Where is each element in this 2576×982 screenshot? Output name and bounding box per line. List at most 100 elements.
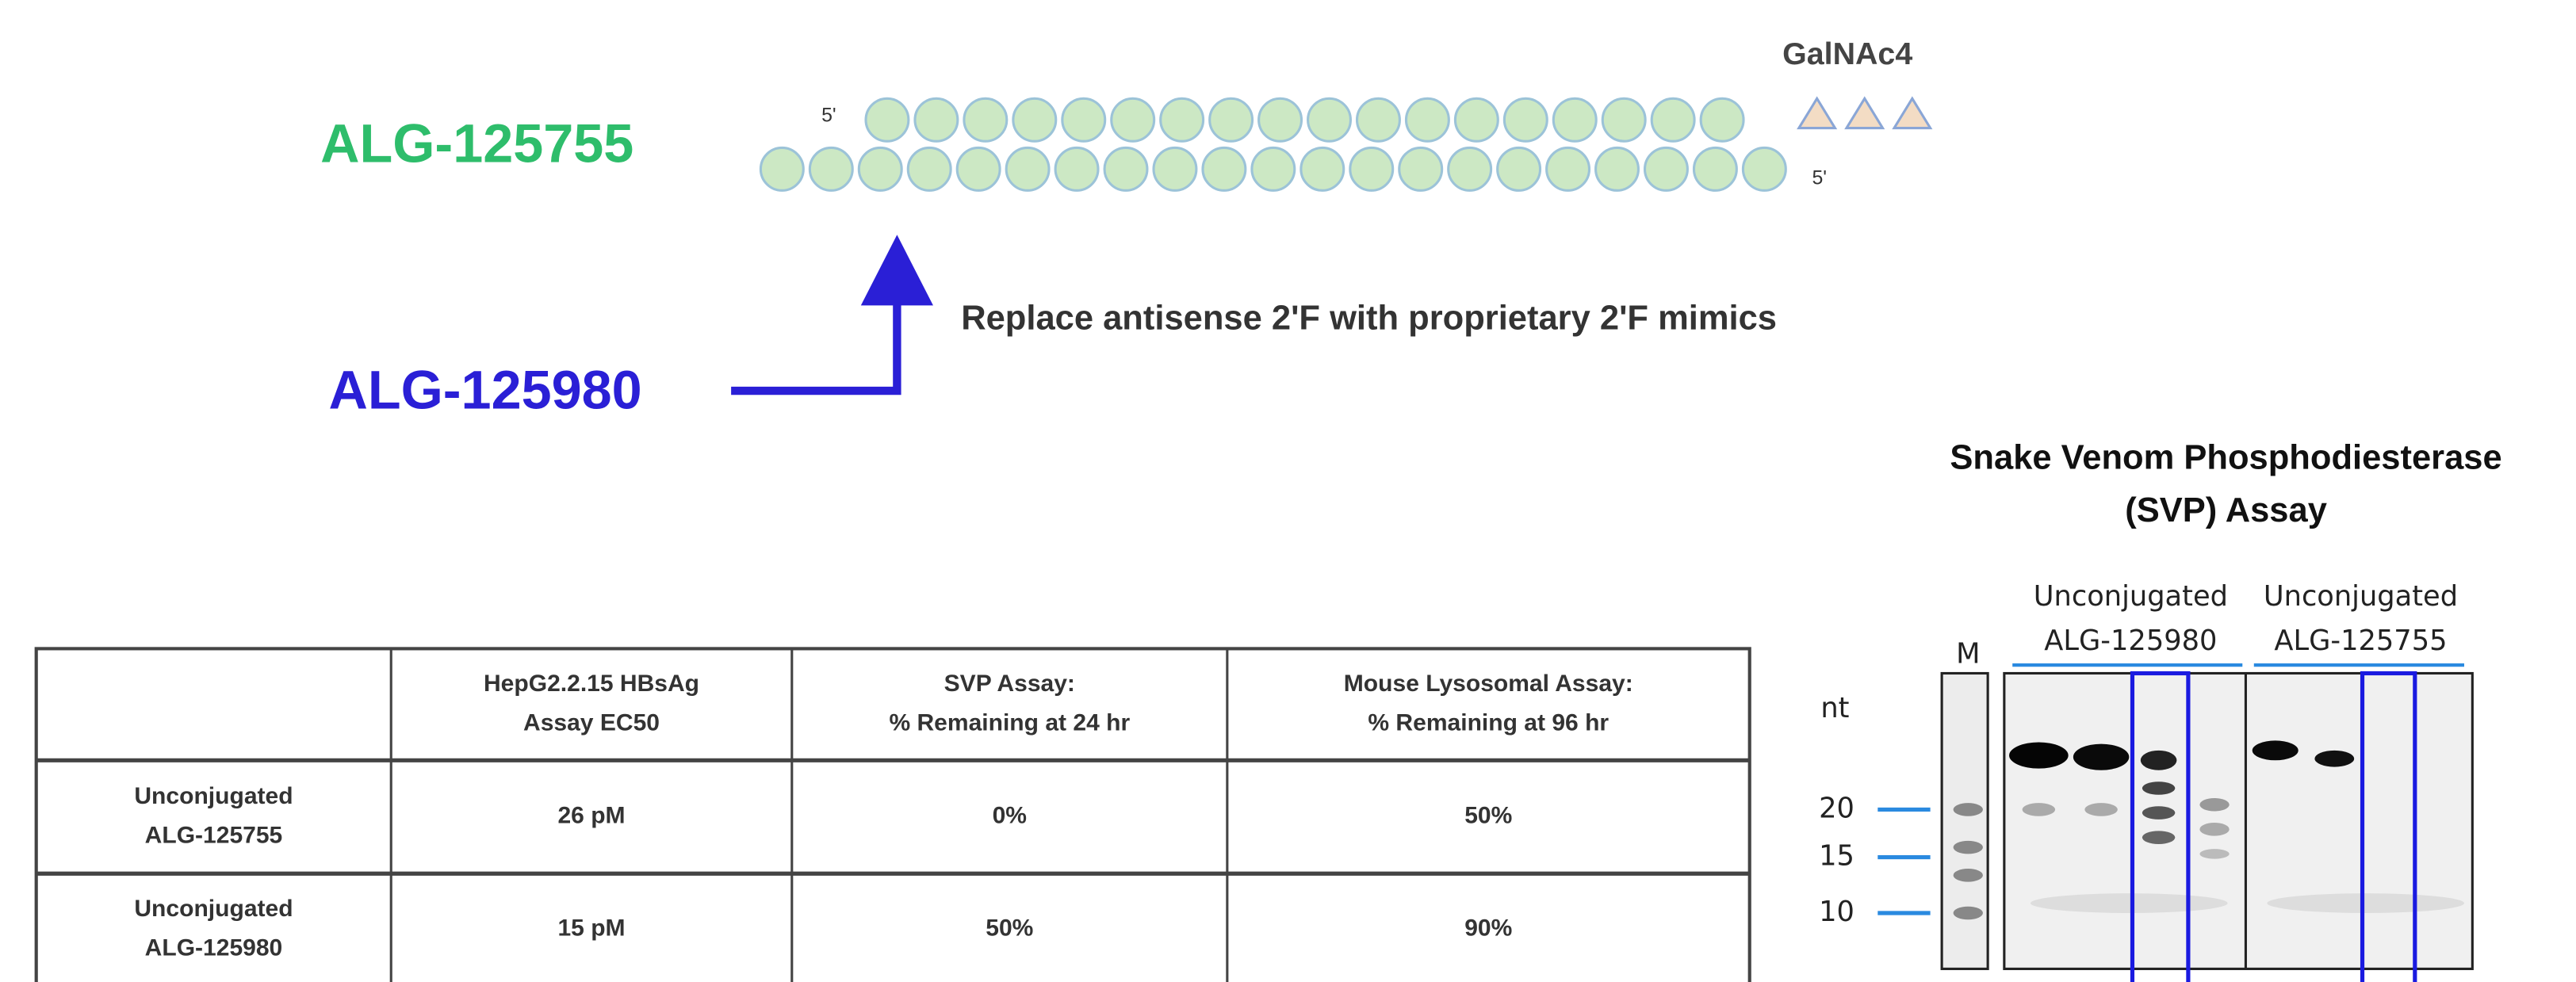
row-label: Unconjugated [134, 783, 293, 809]
table-cell: 15 pM [557, 915, 625, 942]
gel-band [2314, 751, 2354, 767]
nucleotide [859, 147, 901, 190]
nucleotide [1161, 98, 1204, 141]
size-marker-label: 20 [1819, 792, 1854, 824]
nucleotide [1602, 98, 1645, 141]
nucleotide [1596, 147, 1639, 190]
triangle [1894, 98, 1931, 128]
row-label: ALG-125980 [145, 934, 283, 961]
triangle [1799, 98, 1835, 128]
nucleotide [1743, 147, 1786, 190]
nucleotide [1701, 98, 1743, 141]
nucleotide [1455, 98, 1498, 141]
gel-band [2253, 740, 2298, 760]
nucleotide [1399, 147, 1442, 190]
nucleotide [908, 147, 951, 190]
oligo-duplex [760, 98, 1786, 190]
nucleotide [1055, 147, 1098, 190]
marker-band [1954, 907, 1983, 920]
nucleotide [1210, 98, 1253, 141]
ligand-label: GalNAc4 [1782, 36, 1912, 71]
nucleotide [1553, 98, 1596, 141]
arrow [731, 235, 933, 391]
data-table: HepG2.2.15 HBsAg Assay EC50 SVP Assay: % Re… [36, 648, 1750, 982]
gel-group-label: Unconjugated [2264, 580, 2458, 613]
gel-band [2142, 781, 2175, 795]
galnac-triangles [1799, 98, 1931, 128]
nucleotide [1547, 147, 1590, 190]
nucleotide [1652, 98, 1694, 141]
nucleotide [866, 98, 909, 141]
header-cell: % Remaining at 96 hr [1368, 710, 1609, 736]
nucleotide [1259, 98, 1302, 141]
nucleotide [1252, 147, 1295, 190]
triangle [1847, 98, 1883, 128]
nucleotide [1357, 98, 1400, 141]
gel-band [2084, 803, 2117, 816]
table-cell: 26 pM [557, 803, 625, 829]
compound-a-label: ALG-125755 [320, 114, 633, 174]
nucleotide [1006, 147, 1049, 190]
gel-title: (SVP) Assay [2125, 491, 2327, 529]
nucleotide [1694, 147, 1736, 190]
nucleotide [1406, 98, 1449, 141]
marker-lane-label: M [1956, 638, 1980, 671]
nucleotide [1154, 147, 1196, 190]
gel-band [2073, 744, 2129, 770]
nucleotide [1062, 98, 1105, 141]
nucleotide [810, 147, 852, 190]
gel-band [2031, 893, 2228, 913]
gel-band [2141, 751, 2177, 770]
gel-band [2267, 893, 2464, 913]
gel-band [2142, 806, 2175, 820]
nucleotide [760, 147, 803, 190]
header-cell: % Remaining at 24 hr [889, 710, 1130, 736]
row-label: Unconjugated [134, 896, 293, 922]
marker-lane [1942, 673, 1988, 969]
nucleotide [1308, 98, 1351, 141]
table-cell: 90% [1464, 915, 1512, 942]
nucleotide [1104, 147, 1147, 190]
nucleotide [1350, 147, 1393, 190]
nucleotide [1449, 147, 1491, 190]
nucleotide [915, 98, 958, 141]
gel-band [2199, 823, 2229, 836]
table-cell: 0% [993, 803, 1027, 829]
marker-band [1954, 803, 1983, 816]
unit-label: nt [1820, 692, 1849, 724]
five-prime-top: 5' [821, 105, 836, 127]
gel-band [2199, 849, 2229, 858]
compound-b-label: ALG-125980 [329, 360, 642, 420]
arrow-head [861, 235, 933, 305]
table-cell: 50% [986, 915, 1033, 942]
gel-group-label: ALG-125755 [2274, 625, 2447, 657]
header-cell: HepG2.2.15 HBsAg [484, 671, 699, 697]
figure: ALG-125755 5' 5' GalNAc4 Replace antisen… [0, 0, 2576, 982]
gel-group-label: Unconjugated [2034, 580, 2228, 613]
header-cell: Mouse Lysosomal Assay: [1344, 671, 1633, 697]
arrow-shaft [731, 296, 897, 391]
gel-group-label: ALG-125980 [2044, 625, 2217, 657]
row-label: ALG-125755 [145, 823, 283, 849]
gel-body [2004, 673, 2472, 969]
gel-title: Snake Venom Phosphodiesterase [1950, 439, 2501, 477]
gel-band [2142, 831, 2175, 844]
table-cell: 50% [1464, 803, 1512, 829]
header-cell: SVP Assay: [944, 671, 1075, 697]
nucleotide [1301, 147, 1344, 190]
size-marker-label: 10 [1819, 896, 1854, 928]
marker-band [1954, 841, 1983, 854]
marker-band [1954, 869, 1983, 882]
nucleotide [1645, 147, 1688, 190]
five-prime-bottom: 5' [1812, 166, 1827, 189]
nucleotide [1013, 98, 1056, 141]
nucleotide [1498, 147, 1541, 190]
nucleotide [1203, 147, 1246, 190]
modification-text: Replace antisense 2'F with proprietary 2… [961, 300, 1777, 338]
size-marker-label: 15 [1819, 840, 1854, 873]
nucleotide [1504, 98, 1547, 141]
header-cell: Assay EC50 [523, 710, 660, 736]
nucleotide [964, 98, 1007, 141]
gel-image: 20 15 10 [1819, 673, 2472, 982]
gel-band [2023, 803, 2055, 816]
